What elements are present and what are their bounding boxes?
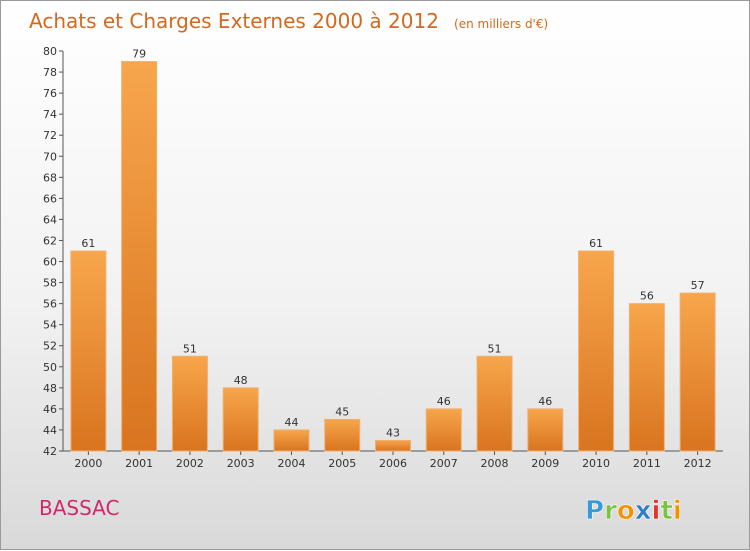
- y-tick-label: 78: [43, 66, 57, 79]
- x-tick-label: 2004: [277, 457, 305, 470]
- chart-axes: 42 44 46 48 50 52 54 56 58 60 62 64 66 68 70 72 74 76 78 80…: [43, 45, 723, 470]
- bar-value-label: 44: [284, 416, 298, 429]
- y-tick-label: 72: [43, 129, 57, 142]
- y-tick-label: 68: [43, 171, 57, 184]
- x-tick-label: 2001: [125, 457, 153, 470]
- bar-value-label: 48: [234, 374, 248, 387]
- y-tick-label: 54: [43, 319, 57, 332]
- x-tick-label: 2011: [633, 457, 661, 470]
- chart-unit-note: (en milliers d'€): [454, 17, 548, 31]
- x-tick-label: 2007: [430, 457, 458, 470]
- bar: [222, 387, 259, 452]
- x-tick-label: 2000: [74, 457, 102, 470]
- bar-value-label: 51: [183, 342, 197, 355]
- proxiti-logo-text: Proxiti: [585, 496, 682, 526]
- bar-value-label: 61: [81, 237, 95, 250]
- bar-value-label: 43: [386, 426, 400, 439]
- bar-value-label: 45: [335, 405, 349, 418]
- bar: [679, 292, 716, 452]
- y-tick-label: 76: [43, 87, 57, 100]
- bar-value-label: 57: [691, 279, 705, 292]
- chart-title: Achats et Charges Externes 2000 à 2012 (…: [29, 9, 548, 33]
- bar-value-label: 51: [488, 342, 502, 355]
- x-tick-label: 2002: [176, 457, 204, 470]
- y-tick-label: 80: [43, 45, 57, 58]
- proxiti-logo: Proxiti: [585, 496, 682, 527]
- bar: [628, 303, 665, 452]
- bar: [324, 418, 361, 452]
- x-tick-label: 2010: [582, 457, 610, 470]
- x-tick-label: 2008: [481, 457, 509, 470]
- x-tick-label: 2006: [379, 457, 407, 470]
- bars-group: 61 79 51 48 44 45 43 46 51 46 61 56 57: [70, 48, 716, 452]
- town-name: BASSAC: [39, 496, 119, 520]
- y-tick-label: 74: [43, 108, 57, 121]
- bar: [527, 408, 564, 452]
- bar-value-label: 61: [589, 237, 603, 250]
- x-tick-label: 2005: [328, 457, 356, 470]
- bar: [273, 429, 310, 452]
- x-tick-label: 2003: [227, 457, 255, 470]
- x-tick-label: 2009: [531, 457, 559, 470]
- bar: [375, 439, 411, 452]
- bar-value-label: 46: [538, 395, 552, 408]
- bar-value-label: 56: [640, 290, 654, 303]
- y-tick-label: 42: [43, 445, 57, 458]
- y-tick-label: 66: [43, 192, 57, 205]
- chart-title-text: Achats et Charges Externes 2000 à 2012: [29, 9, 439, 33]
- y-tick-label: 46: [43, 403, 57, 416]
- y-tick-label: 70: [43, 150, 57, 163]
- bar: [476, 355, 513, 452]
- y-tick-label: 62: [43, 234, 57, 247]
- bar: [171, 355, 208, 452]
- x-tick-label: 2012: [684, 457, 712, 470]
- bar: [70, 250, 107, 452]
- bar: [121, 61, 158, 452]
- y-tick-label: 50: [43, 361, 57, 374]
- bar: [425, 408, 462, 452]
- y-tick-label: 44: [43, 424, 57, 437]
- y-tick-label: 60: [43, 256, 57, 269]
- y-tick-label: 56: [43, 298, 57, 311]
- y-tick-label: 52: [43, 340, 57, 353]
- y-tick-label: 58: [43, 277, 57, 290]
- y-tick-label: 48: [43, 382, 57, 395]
- y-tick-label: 64: [43, 213, 57, 226]
- bar: [578, 250, 615, 452]
- bar-value-label: 46: [437, 395, 451, 408]
- bar-value-label: 79: [132, 48, 146, 61]
